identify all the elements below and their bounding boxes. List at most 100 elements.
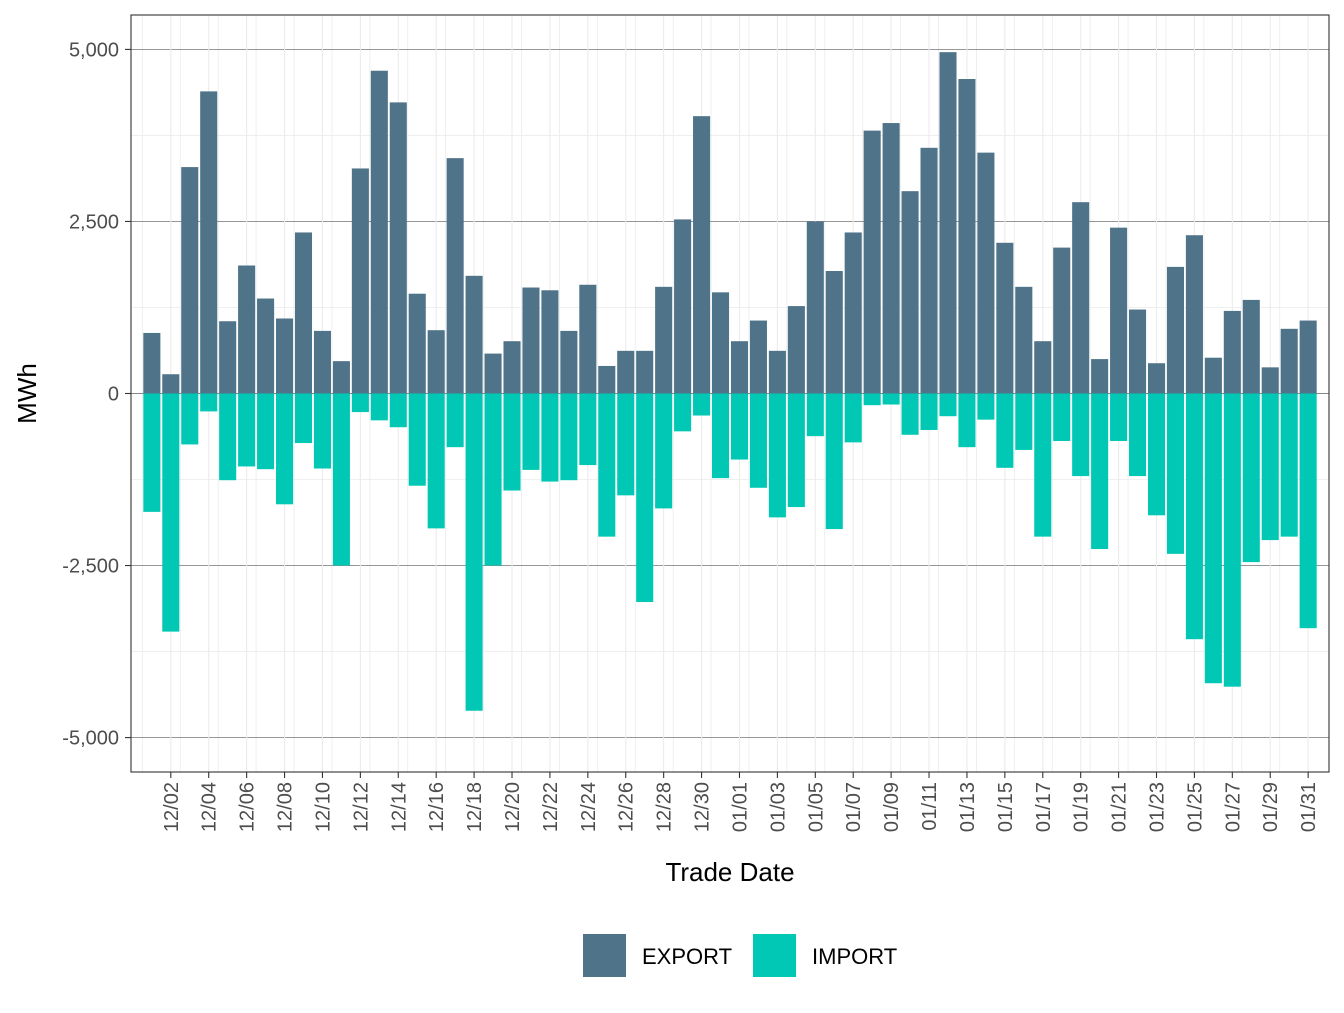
y-axis-title: MWh [12, 363, 42, 424]
x-tick-label: 01/21 [1109, 782, 1131, 832]
export-bar-01-28 [1242, 299, 1260, 394]
import-bar-12-14 [389, 393, 407, 428]
export-bar-01-04 [787, 306, 805, 394]
export-bar-01-24 [1166, 266, 1184, 394]
x-tick-label: 01/03 [767, 782, 789, 832]
export-bar-12-17 [446, 158, 464, 394]
import-bar-12-15 [408, 393, 426, 486]
export-bar-01-06 [825, 271, 843, 394]
export-bar-12-01 [143, 332, 161, 394]
export-bar-12-16 [427, 330, 445, 394]
export-bar-01-17 [1034, 341, 1052, 394]
import-bar-01-31 [1299, 393, 1317, 629]
import-bars [143, 393, 1317, 711]
export-bar-12-15 [408, 293, 426, 394]
export-bar-01-23 [1147, 363, 1166, 394]
x-tick-label: 12/10 [312, 782, 334, 832]
import-bar-12-12 [351, 393, 369, 413]
export-bar-01-18 [1053, 247, 1071, 394]
import-bar-12-08 [276, 393, 294, 505]
x-tick-label: 12/22 [540, 782, 562, 832]
x-tick-label: 01/09 [881, 782, 903, 832]
import-bar-12-20 [503, 393, 521, 491]
import-bar-01-15 [996, 393, 1014, 468]
export-bar-12-12 [351, 168, 369, 394]
x-tick-label: 12/06 [237, 782, 259, 832]
import-bar-01-13 [958, 393, 976, 448]
import-bar-12-13 [370, 393, 388, 421]
import-bar-01-26 [1204, 393, 1222, 684]
export-bar-12-03 [181, 167, 199, 394]
x-tick-label: 01/17 [1033, 782, 1055, 832]
export-bar-01-01 [730, 341, 749, 394]
export-bar-12-11 [332, 361, 350, 394]
import-bar-01-09 [882, 393, 900, 405]
export-bar-12-20 [503, 341, 521, 394]
import-bar-01-06 [825, 393, 843, 530]
y-tick-label: -5,000 [62, 728, 119, 750]
x-tick-label: 12/14 [388, 782, 410, 832]
y-tick-label: 0 [108, 384, 119, 406]
import-bar-12-28 [655, 393, 673, 509]
import-bar-01-04 [787, 393, 805, 508]
x-tick-label: 12/30 [692, 782, 714, 832]
export-bar-12-31 [711, 292, 730, 394]
export-bar-12-19 [484, 353, 502, 394]
x-tick-label: 01/05 [805, 782, 827, 832]
export-bar-01-26 [1204, 357, 1222, 394]
import-bar-01-02 [749, 393, 767, 488]
legend-key-export [583, 934, 626, 977]
import-bar-01-19 [1072, 393, 1090, 477]
import-bar-12-10 [313, 393, 331, 469]
import-bar-12-06 [238, 393, 256, 467]
x-tick-label: 01/23 [1147, 782, 1169, 832]
x-axis: 12/02 12/04 12/06 12/08 12/10 12/12 12/14 12/16… [161, 772, 1320, 832]
x-tick-label: 01/31 [1298, 782, 1320, 832]
x-tick-label: 01/19 [1071, 782, 1093, 832]
x-tick-label: 12/08 [275, 782, 297, 832]
import-bar-01-30 [1280, 393, 1298, 537]
legend-label-export: EXPORT [642, 944, 732, 969]
export-bar-01-05 [806, 221, 824, 394]
import-bar-12-09 [294, 393, 313, 444]
import-bar-01-05 [806, 393, 824, 437]
export-bar-01-30 [1280, 328, 1298, 394]
x-tick-label: 01/29 [1260, 782, 1282, 832]
export-bar-01-11 [920, 147, 938, 394]
import-bar-12-05 [219, 393, 237, 481]
legend: EXPORT IMPORT [583, 934, 897, 977]
import-bar-01-14 [977, 393, 995, 420]
x-tick-label: 01/07 [843, 782, 865, 832]
x-tick-label: 01/27 [1222, 782, 1244, 832]
legend-label-import: IMPORT [812, 944, 897, 969]
export-bar-12-08 [276, 318, 294, 394]
export-bar-12-06 [238, 265, 256, 394]
import-bar-12-26 [617, 393, 635, 496]
import-bar-01-08 [863, 393, 881, 406]
import-bar-12-17 [446, 393, 464, 448]
export-bar-12-27 [636, 350, 654, 394]
x-tick-label: 01/25 [1184, 782, 1206, 832]
import-bar-01-17 [1034, 393, 1052, 537]
import-bar-01-10 [901, 393, 919, 435]
y-tick-label: 5,000 [69, 39, 119, 61]
export-bar-01-14 [977, 152, 995, 394]
import-bar-12-31 [711, 393, 730, 479]
export-bar-01-03 [768, 350, 786, 394]
import-bar-12-18 [465, 393, 483, 711]
import-bar-01-23 [1147, 393, 1166, 516]
import-bar-12-11 [332, 393, 350, 566]
legend-key-import [753, 934, 796, 977]
export-bar-01-27 [1223, 310, 1241, 394]
x-tick-label: 01/15 [995, 782, 1017, 832]
import-bar-01-18 [1053, 393, 1071, 441]
import-bar-12-21 [522, 393, 540, 470]
import-bar-12-16 [427, 393, 445, 529]
x-tick-label: 01/13 [957, 782, 979, 832]
x-tick-label: 12/16 [426, 782, 448, 832]
export-bar-12-22 [541, 290, 559, 394]
import-bar-12-29 [674, 393, 692, 432]
import-bar-01-22 [1129, 393, 1147, 477]
export-bar-12-30 [693, 116, 711, 394]
export-bar-12-13 [370, 70, 388, 394]
